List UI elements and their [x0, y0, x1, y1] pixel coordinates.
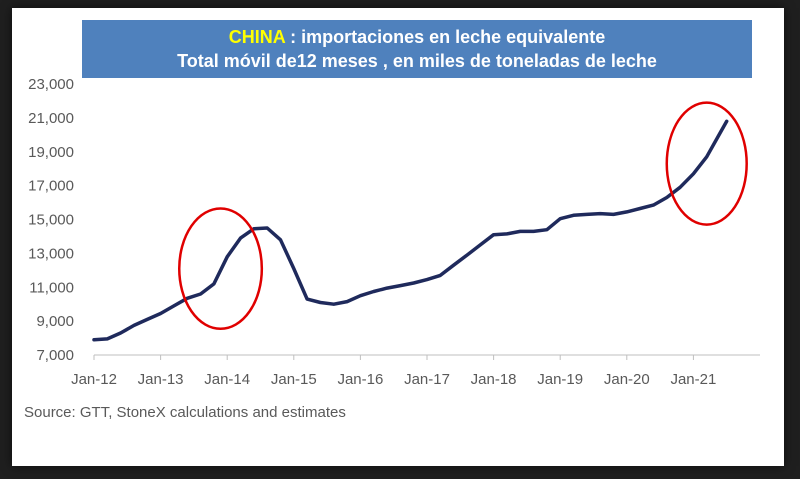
chart-frame [12, 8, 784, 466]
x-tick-label: Jan-17 [404, 371, 450, 388]
series-line [92, 119, 729, 342]
x-tick-label: Jan-12 [71, 371, 117, 388]
y-tick-label: 11,000 [29, 279, 74, 296]
y-tick-label: 21,000 [28, 110, 74, 127]
highlight-circle [665, 101, 748, 226]
chart-title: CHINA : importaciones en leche equivalen… [82, 20, 752, 78]
x-tick-label: Jan-14 [204, 371, 250, 388]
title-line-1-text: : importaciones en leche equivalente [285, 27, 606, 47]
y-tick-label: 7,000 [36, 347, 74, 364]
highlight-circle [177, 207, 264, 330]
y-tick-label: 9,000 [36, 313, 74, 330]
y-tick-label: 19,000 [28, 144, 74, 161]
title-highlight: CHINA [228, 27, 286, 47]
chart-title-line-2: Total móvil de12 meses , en miles de ton… [177, 51, 657, 71]
y-tick-label: 23,000 [28, 76, 74, 93]
chart-title-line-1: CHINA : importaciones en leche equivalen… [82, 25, 752, 49]
x-tick-label: Jan-18 [471, 371, 517, 388]
source-note: Source: GTT, StoneX calculations and est… [24, 404, 346, 421]
x-tick-label: Jan-13 [138, 371, 184, 388]
y-tick-label: 13,000 [28, 245, 74, 262]
x-tick-label: Jan-16 [337, 371, 383, 388]
x-tick-label: Jan-15 [271, 371, 317, 388]
y-tick-label: 15,000 [28, 212, 74, 229]
x-tick-label: Jan-20 [604, 371, 650, 388]
x-tick-label: Jan-19 [537, 371, 583, 388]
y-tick-label: 17,000 [28, 178, 74, 195]
x-tick-label: Jan-21 [670, 371, 716, 388]
